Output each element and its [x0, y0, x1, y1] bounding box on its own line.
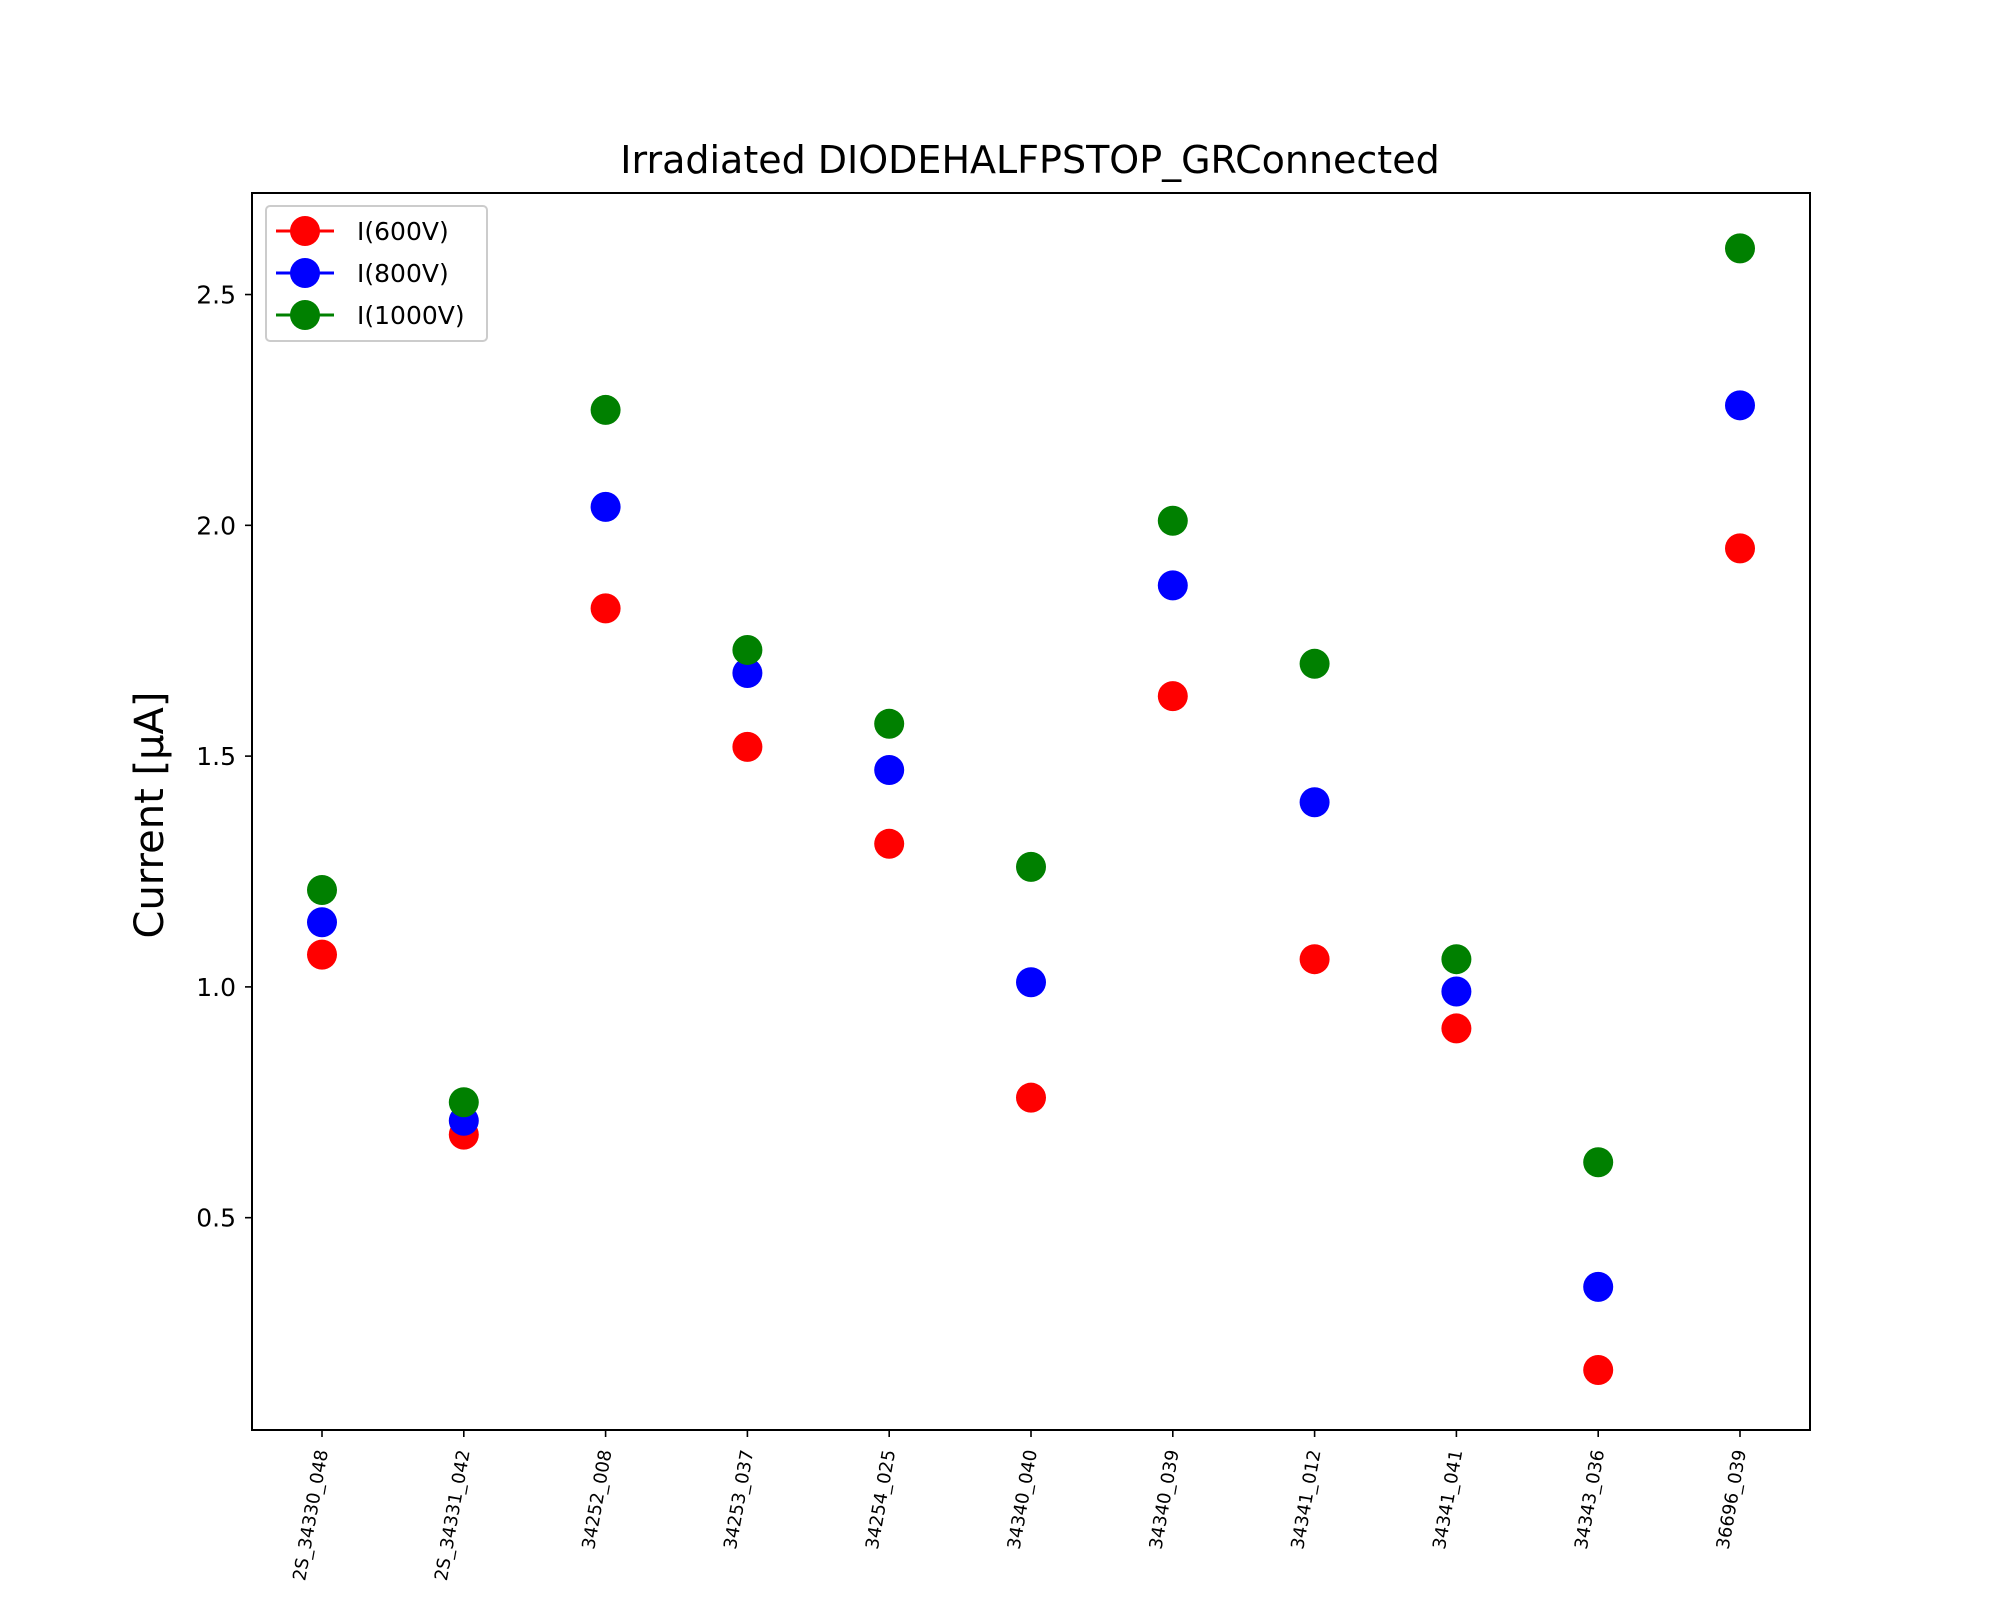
x-tick-label: 34341_041: [1429, 1448, 1467, 1551]
y-tick-label: 2.0: [196, 511, 236, 540]
data-point: [1299, 648, 1330, 679]
y-axis-label: Current [μA]: [127, 692, 173, 939]
data-point: [590, 593, 621, 624]
data-point: [1583, 1271, 1614, 1302]
data-point: [1157, 505, 1188, 536]
x-tick-label: 34252_008: [578, 1448, 616, 1551]
data-point: [874, 754, 905, 785]
data-point: [1157, 681, 1188, 712]
data-point: [1299, 787, 1330, 818]
data-point: [307, 939, 337, 970]
data-point: [1157, 570, 1188, 601]
data-point: [1441, 976, 1472, 1007]
data-point: [1441, 944, 1472, 975]
x-axis-ticks: 2S_34330_048 2S_34331_042 34252_008 34253_0…: [289, 1430, 1751, 1582]
legend-marker: [290, 258, 320, 288]
legend-label: I(600V): [357, 217, 449, 246]
x-tick-label: 36696_039: [1713, 1448, 1751, 1551]
x-tick-label: 2S_34331_042: [431, 1448, 475, 1582]
data-point: [1441, 1013, 1472, 1044]
data-point: [732, 658, 763, 689]
x-tick-label: 34340_040: [1004, 1448, 1042, 1551]
data-point: [1725, 390, 1755, 421]
legend-label: I(800V): [357, 259, 449, 288]
x-tick-label: 34340_039: [1146, 1448, 1184, 1551]
data-point: [448, 1087, 479, 1118]
data-point: [307, 907, 337, 938]
y-axis-ticks: 0.5 1.0 1.5 2.0 2.5: [196, 281, 252, 1233]
data-point: [1016, 851, 1046, 882]
data-point: [590, 394, 621, 425]
data-point: [1299, 944, 1330, 975]
data-point: [590, 491, 621, 522]
x-tick-label: 34341_012: [1287, 1448, 1325, 1551]
data-point: [732, 634, 763, 665]
data-point: [1016, 967, 1046, 998]
y-tick-label: 2.5: [196, 281, 236, 310]
data-point: [1725, 233, 1755, 264]
data-point: [874, 708, 905, 739]
plot-area-frame: [251, 192, 1811, 1431]
y-tick-label: 1.0: [196, 973, 236, 1002]
legend-marker: [290, 300, 320, 330]
x-tick-label: 2S_34330_048: [289, 1448, 333, 1582]
legend: I(600V) I(800V) I(1000V): [265, 205, 488, 342]
x-tick-label: 34254_025: [862, 1448, 900, 1551]
data-point: [307, 874, 337, 905]
data-point: [874, 828, 905, 859]
x-tick-label: 34253_037: [720, 1448, 758, 1551]
data-point: [732, 731, 763, 762]
legend-marker: [290, 216, 320, 246]
y-tick-label: 0.5: [196, 1204, 236, 1233]
chart-title: Irradiated DIODEHALFPSTOP_GRConnected: [620, 138, 1439, 182]
legend-box: [265, 205, 488, 342]
data-point: [1583, 1147, 1614, 1178]
data-point: [1583, 1354, 1614, 1385]
data-point: [1016, 1082, 1046, 1113]
data-points: [307, 233, 1755, 1385]
legend-label: I(1000V): [357, 301, 465, 330]
x-tick-label: 34343_036: [1571, 1448, 1609, 1551]
y-tick-label: 1.5: [196, 742, 236, 771]
data-point: [1725, 533, 1755, 564]
